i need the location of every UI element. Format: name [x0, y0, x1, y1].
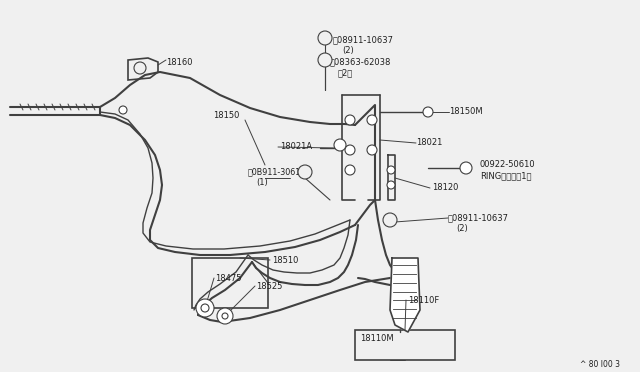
Circle shape: [134, 62, 146, 74]
Text: RINGリング（1）: RINGリング（1）: [480, 171, 531, 180]
Circle shape: [345, 145, 355, 155]
Circle shape: [318, 53, 332, 67]
Text: (2): (2): [342, 46, 354, 55]
Text: 18160: 18160: [166, 58, 193, 67]
Text: 18510: 18510: [272, 256, 298, 265]
Text: ^ 80 I00 3: ^ 80 I00 3: [580, 360, 620, 369]
Text: 18021: 18021: [416, 138, 442, 147]
Circle shape: [222, 313, 228, 319]
Circle shape: [318, 31, 332, 45]
Text: ⓝ08911-10637: ⓝ08911-10637: [333, 35, 394, 44]
Circle shape: [345, 115, 355, 125]
Text: 18150M: 18150M: [449, 107, 483, 116]
Circle shape: [119, 106, 127, 114]
Text: N: N: [387, 217, 393, 223]
Text: 18475: 18475: [215, 274, 241, 283]
Circle shape: [387, 166, 395, 174]
Text: 18021A: 18021A: [280, 142, 312, 151]
Text: Ⓝ08363-62038: Ⓝ08363-62038: [330, 57, 392, 66]
Bar: [355, 330, 455, 360]
Bar: [192, 258, 268, 308]
Text: 18150: 18150: [213, 111, 239, 120]
Circle shape: [298, 165, 312, 179]
Text: （2）: （2）: [338, 68, 353, 77]
Circle shape: [217, 308, 233, 324]
Polygon shape: [390, 258, 420, 332]
Circle shape: [367, 115, 377, 125]
Text: 18110F: 18110F: [408, 296, 439, 305]
Circle shape: [201, 304, 209, 312]
Text: ⓝ08911-10637: ⓝ08911-10637: [448, 213, 509, 222]
Circle shape: [383, 213, 397, 227]
Text: (2): (2): [456, 224, 468, 233]
Text: N: N: [322, 35, 328, 41]
Text: 18525: 18525: [256, 282, 282, 291]
Text: S: S: [323, 57, 328, 63]
Text: 00922-50610: 00922-50610: [480, 160, 536, 169]
Circle shape: [196, 299, 214, 317]
Circle shape: [387, 181, 395, 189]
Text: ⓝ0B911-30610: ⓝ0B911-30610: [248, 167, 307, 176]
Circle shape: [460, 162, 472, 174]
Circle shape: [334, 139, 346, 151]
Text: 18120: 18120: [432, 183, 458, 192]
Text: N: N: [302, 169, 308, 175]
Circle shape: [367, 145, 377, 155]
Text: (1): (1): [256, 178, 268, 187]
Text: 18110M: 18110M: [360, 334, 394, 343]
Circle shape: [345, 165, 355, 175]
Circle shape: [423, 107, 433, 117]
